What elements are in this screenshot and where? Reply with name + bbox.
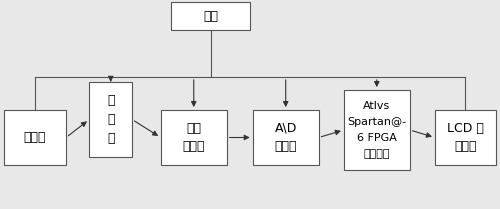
Text: 转换器: 转换器	[274, 140, 297, 153]
Bar	[252, 110, 319, 165]
Bar	[160, 110, 227, 165]
Text: 电源: 电源	[203, 9, 218, 23]
Text: A\D: A\D	[274, 122, 297, 135]
Text: LCD 输: LCD 输	[446, 122, 484, 135]
Text: 大: 大	[107, 113, 114, 126]
Bar	[90, 82, 132, 157]
Bar	[435, 110, 496, 165]
Text: Spartan@-: Spartan@-	[347, 117, 406, 127]
Text: Atlvs: Atlvs	[363, 101, 390, 111]
Text: 6 FPGA: 6 FPGA	[357, 133, 397, 143]
Text: 器: 器	[107, 132, 114, 145]
Bar	[344, 90, 410, 170]
Text: 信号源: 信号源	[24, 131, 46, 144]
Text: 开发套件: 开发套件	[364, 149, 390, 159]
Bar	[4, 110, 66, 165]
Text: 出显示: 出显示	[454, 140, 476, 153]
Bar	[172, 2, 250, 30]
Text: 滤波器: 滤波器	[182, 140, 205, 153]
Text: 放: 放	[107, 94, 114, 107]
Text: 低通: 低通	[186, 122, 201, 135]
